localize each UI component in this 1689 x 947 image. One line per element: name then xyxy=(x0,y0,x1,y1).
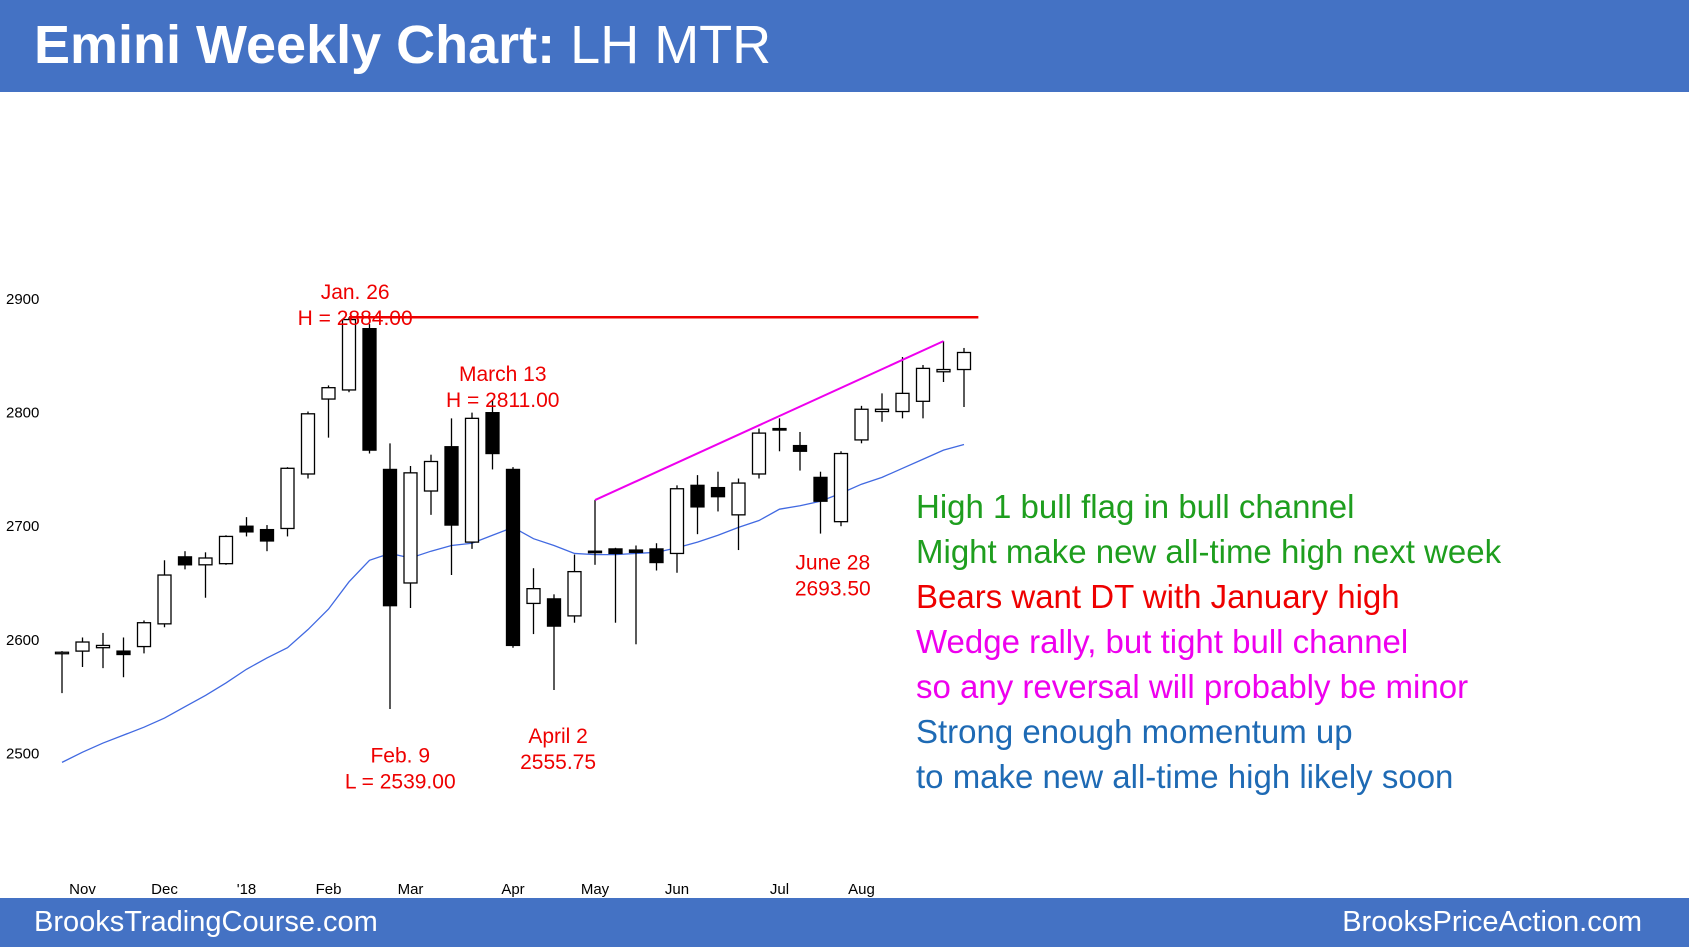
bull-candle xyxy=(895,392,910,413)
bull-candle xyxy=(54,651,70,655)
footer-right-site: BrooksPriceAction.com xyxy=(1342,906,1642,938)
x-tick-label: Dec xyxy=(151,881,178,898)
commentary-line: Strong enough momentum up xyxy=(916,713,1353,750)
annotation-label: 2555.75 xyxy=(520,751,596,774)
commentary-line: so any reversal will probably be minor xyxy=(916,668,1469,705)
annotation-label: 2693.50 xyxy=(795,577,871,600)
bear-candle xyxy=(628,549,644,553)
bear-candle xyxy=(792,444,808,452)
bull-candle xyxy=(198,557,213,566)
bull-candle xyxy=(874,408,890,413)
annotation-label: June 28 xyxy=(795,551,870,574)
bull-candle xyxy=(567,570,582,617)
x-tick-label: '18 xyxy=(237,881,257,898)
y-tick-label: 2900 xyxy=(6,291,39,308)
x-tick-label: Nov xyxy=(69,881,96,898)
x-tick-label: May xyxy=(581,881,610,898)
bull-candle xyxy=(669,488,685,555)
bear-candle xyxy=(772,427,787,431)
wedge-trend-line xyxy=(594,340,944,502)
bear-candle xyxy=(608,548,623,555)
title-bar: Emini Weekly Chart: LH MTR xyxy=(0,0,1689,92)
bear-candle xyxy=(177,556,193,566)
commentary-line: Bears want DT with January high xyxy=(916,578,1400,615)
commentary-block: High 1 bull flag in bull channel Might ma… xyxy=(916,484,1636,799)
x-tick-label: Jul xyxy=(770,881,789,898)
bull-candle xyxy=(751,432,767,475)
bear-candle xyxy=(382,468,398,607)
bear-candle xyxy=(362,327,377,451)
commentary-line: Wedge rally, but tight bull channel xyxy=(916,623,1409,660)
bull-candle xyxy=(731,482,746,516)
commentary-line: High 1 bull flag in bull channel xyxy=(916,488,1355,525)
commentary-line: to make new all-time high likely soon xyxy=(916,758,1454,795)
bear-candle xyxy=(813,476,828,502)
annotation-label: L = 2539.00 xyxy=(345,770,456,793)
y-tick-label: 2800 xyxy=(6,405,39,422)
footer-bar: BrooksTradingCourse.com BrooksPriceActio… xyxy=(0,898,1689,947)
bear-candle xyxy=(444,446,459,526)
footer-left-site: BrooksTradingCourse.com xyxy=(34,906,378,938)
bull-candle xyxy=(956,351,972,371)
bull-candle xyxy=(321,387,336,400)
bear-candle xyxy=(239,525,254,533)
bull-candle xyxy=(423,460,439,492)
weekly-candlestick-chart: 2500 2600 2700 2800 2900 Nov Dec '18 Feb Mar Apr Ma… xyxy=(6,281,979,898)
bull-candle xyxy=(464,417,480,543)
y-tick-label: 2700 xyxy=(6,518,39,535)
bull-candle xyxy=(526,588,541,605)
bull-candle xyxy=(854,408,869,441)
annotation-label: April 2 xyxy=(528,725,588,748)
bull-candle xyxy=(95,644,111,649)
bear-candle xyxy=(546,598,562,627)
bull-candle xyxy=(936,368,951,373)
y-tick-label: 2600 xyxy=(6,632,39,649)
bull-candle xyxy=(157,574,172,625)
bear-candle xyxy=(710,486,726,498)
bull-candle xyxy=(403,472,418,584)
bear-candle xyxy=(649,548,664,564)
x-tick-label: Feb xyxy=(316,881,342,898)
bull-candle xyxy=(218,535,234,565)
bull-candle xyxy=(833,452,849,523)
bull-candle xyxy=(915,367,931,402)
annotation-label: Feb. 9 xyxy=(370,744,430,767)
bull-candle xyxy=(280,467,295,530)
bear-candle xyxy=(587,550,603,554)
y-tick-label: 2500 xyxy=(6,745,39,762)
bear-candle xyxy=(690,484,705,508)
bull-candle xyxy=(136,622,152,648)
bull-candle xyxy=(75,641,90,652)
commentary-line: Might make new all-time high next week xyxy=(916,533,1502,570)
x-tick-label: Mar xyxy=(398,881,424,898)
page-title: Emini Weekly Chart: LH MTR xyxy=(34,14,771,76)
x-tick-label: Apr xyxy=(501,881,524,898)
bear-candle xyxy=(259,528,275,542)
x-tick-label: Aug xyxy=(848,881,875,898)
bull-candle xyxy=(341,318,357,391)
bull-candle xyxy=(300,413,316,475)
annotation-label: H = 2884.00 xyxy=(298,307,413,330)
x-tick-label: Jun xyxy=(665,881,689,898)
page-title-rest: LH MTR xyxy=(555,15,772,75)
bear-candle xyxy=(116,650,131,656)
annotation-label: March 13 xyxy=(459,363,547,386)
bear-candle xyxy=(485,412,500,455)
page-title-bold: Emini Weekly Chart: xyxy=(34,15,556,75)
bear-candle xyxy=(505,468,521,647)
annotation-label: H = 2811.00 xyxy=(446,389,559,412)
annotation-label: Jan. 26 xyxy=(321,281,390,304)
